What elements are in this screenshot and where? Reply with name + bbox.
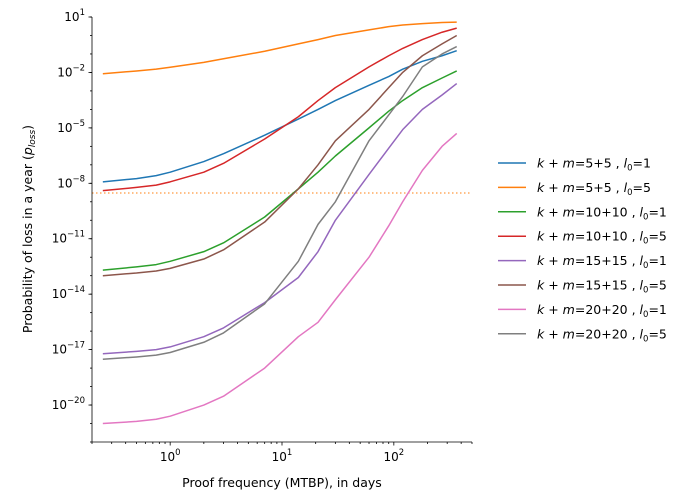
legend-label-1: k + m=5+5 , l0=1	[537, 156, 651, 174]
legend-label-7: k + m=20+20 , l0=1	[537, 302, 667, 320]
series-line-1	[102, 49, 457, 183]
y-tick-label: 101	[64, 8, 85, 24]
plot-area	[92, 21, 472, 425]
y-tick-label: 10−8	[57, 174, 85, 190]
legend: k + m=5+5 , l0=1 k + m=5+5 , l0=5 k + m=10…	[498, 156, 667, 344]
x-axis-ticks: 100 101 102	[91, 442, 473, 464]
series-line-5	[102, 82, 458, 355]
legend-label-2: k + m=5+5 , l0=5	[537, 180, 651, 198]
y-tick-label: 10−2	[57, 63, 85, 79]
y-tick-label: 10−5	[57, 119, 85, 135]
legend-label-5: k + m=15+15 , l0=1	[537, 253, 667, 271]
series-line-8	[102, 45, 458, 361]
y-tick-label: 10−11	[52, 230, 85, 246]
y-tick-label: 10−14	[52, 285, 85, 301]
y-axis-ticks: 101 10−2 10−5 10−8 10−11 10−14 10−17 10−20	[52, 8, 92, 443]
legend-label-8: k + m=20+20 , l0=5	[537, 326, 667, 344]
legend-label-3: k + m=10+10 , l0=1	[537, 204, 667, 222]
legend-label-4: k + m=10+10 , l0=5	[537, 229, 667, 247]
series-line-6	[102, 34, 458, 277]
y-axis-label: Probability of loss in a year (ploss)	[20, 125, 38, 333]
x-tick-label: 101	[272, 448, 293, 464]
series-line-7	[102, 132, 458, 425]
series-line-4	[102, 27, 457, 192]
series-line-3	[102, 70, 458, 271]
x-axis-label: Proof frequency (MTBP), in days	[182, 475, 382, 490]
legend-label-6: k + m=15+15 , l0=5	[537, 278, 667, 296]
series-line-2	[102, 21, 457, 75]
x-tick-label: 100	[160, 448, 181, 464]
y-tick-label: 10−20	[52, 396, 85, 412]
y-tick-label: 10−17	[52, 341, 85, 357]
x-tick-label: 102	[383, 448, 404, 464]
